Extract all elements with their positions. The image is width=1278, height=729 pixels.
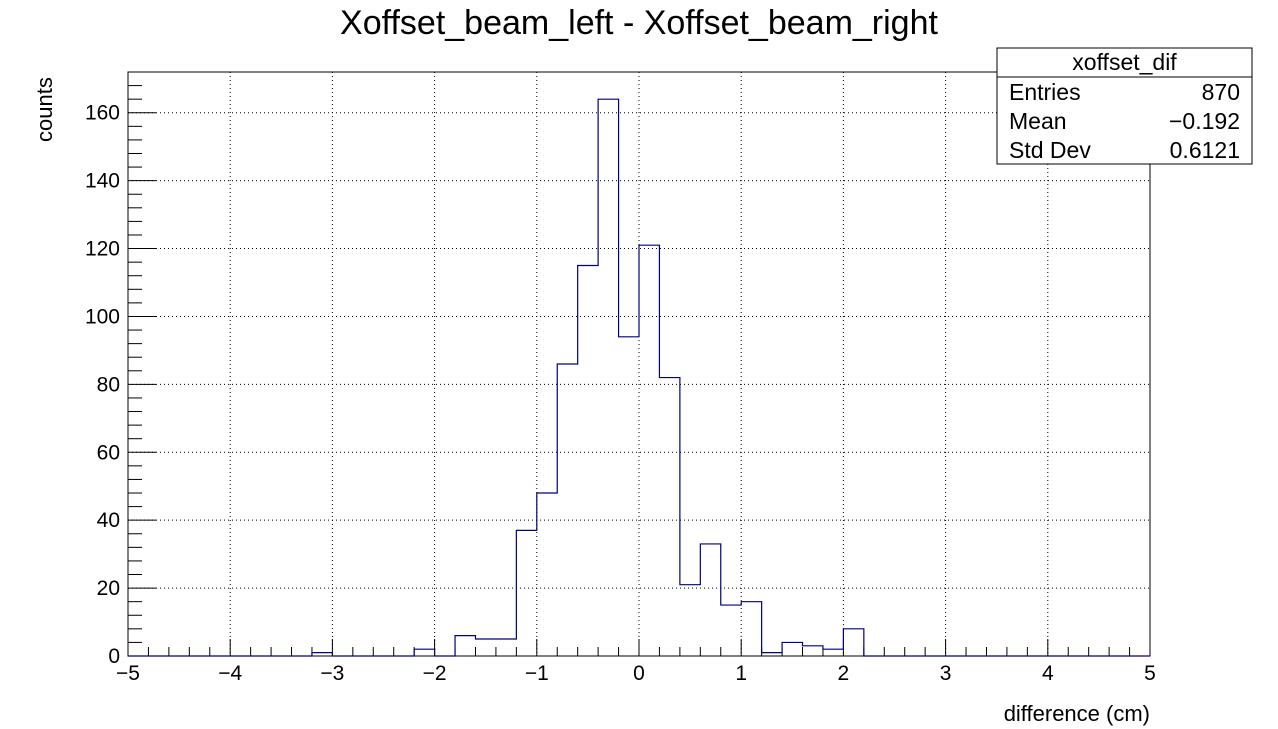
stats-box-frame	[996, 47, 1253, 165]
x-tick-label: 2	[838, 662, 850, 685]
axis-ticks	[127, 71, 1151, 657]
stats-stddev-label: Std Dev	[1009, 137, 1091, 163]
x-tick-label: 0	[633, 662, 645, 685]
y-tick-label: 40	[97, 509, 120, 532]
x-tick-label: −2	[423, 662, 447, 685]
y-axis-label: counts	[32, 77, 57, 142]
chart-title: Xoffset_beam_left - Xoffset_beam_right	[340, 4, 938, 42]
x-axis-label: difference (cm)	[1004, 701, 1150, 726]
y-tick-label: 20	[97, 577, 120, 600]
y-tick-label: 80	[97, 373, 120, 396]
x-tick-label: −5	[116, 662, 140, 685]
y-tick-label: 60	[97, 441, 120, 464]
x-tick-label: 3	[940, 662, 952, 685]
stats-mean-value: −0.192	[1169, 108, 1240, 134]
stats-box: xoffset_dif Entries 870 Mean −0.192 Std …	[996, 47, 1253, 165]
x-tick-label: −4	[218, 662, 242, 685]
x-tick-label: −1	[525, 662, 549, 685]
grid-lines	[128, 72, 1150, 656]
y-tick-labels: 0 20 40 60 80 100 120 140 160	[85, 102, 120, 668]
x-tick-label: 4	[1042, 662, 1054, 685]
y-tick-label: 140	[85, 170, 120, 193]
x-tick-label: 5	[1144, 662, 1156, 685]
y-tick-label: 100	[85, 305, 120, 328]
stats-mean-label: Mean	[1009, 108, 1067, 134]
histogram-line	[128, 98, 1150, 657]
stats-entries-value: 870	[1202, 79, 1240, 105]
x-tick-label: −3	[320, 662, 344, 685]
x-tick-label: 1	[735, 662, 747, 685]
x-tick-labels: −5 −4 −3 −2 −1 0 1 2 3 4 5	[116, 662, 1156, 685]
y-tick-label: 160	[85, 102, 120, 125]
y-tick-label: 120	[85, 238, 120, 261]
stats-box-title: xoffset_dif	[1072, 49, 1177, 75]
stats-entries-label: Entries	[1009, 79, 1081, 105]
stats-stddev-value: 0.6121	[1170, 137, 1240, 163]
y-tick-label: 0	[108, 645, 120, 668]
